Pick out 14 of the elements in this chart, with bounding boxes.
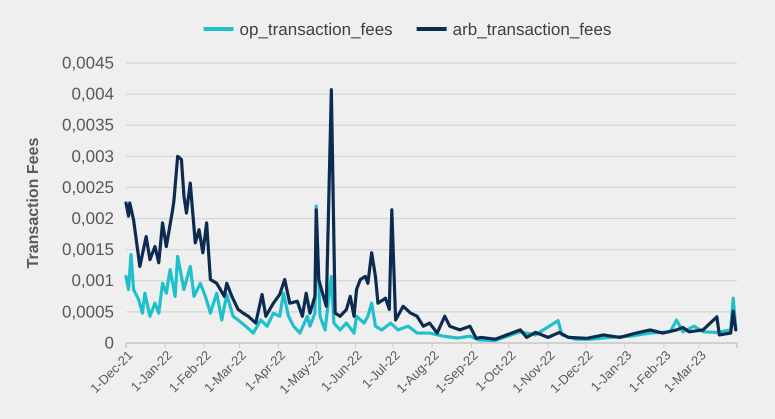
y-tick-label: 0,0005 bbox=[62, 302, 114, 322]
y-tick-label: 0,003 bbox=[71, 146, 114, 166]
y-tick-label: 0,0015 bbox=[62, 240, 114, 260]
y-tick-label: 0,001 bbox=[71, 271, 114, 290]
line-series bbox=[124, 88, 738, 341]
legend-label: op_transaction_fees bbox=[240, 20, 393, 39]
legend-label: arb_transaction_fees bbox=[452, 20, 612, 39]
y-tick-label: 0,0035 bbox=[62, 116, 114, 135]
y-tick-label: 0,0045 bbox=[62, 53, 114, 72]
y-tick-label: 0,0025 bbox=[62, 178, 114, 197]
y-axis-title: Transaction Fees bbox=[25, 138, 42, 268]
y-tick-label: 0,002 bbox=[71, 208, 114, 228]
y-tick-label: 0,004 bbox=[71, 84, 114, 104]
y-tick-label: 0 bbox=[104, 333, 114, 352]
